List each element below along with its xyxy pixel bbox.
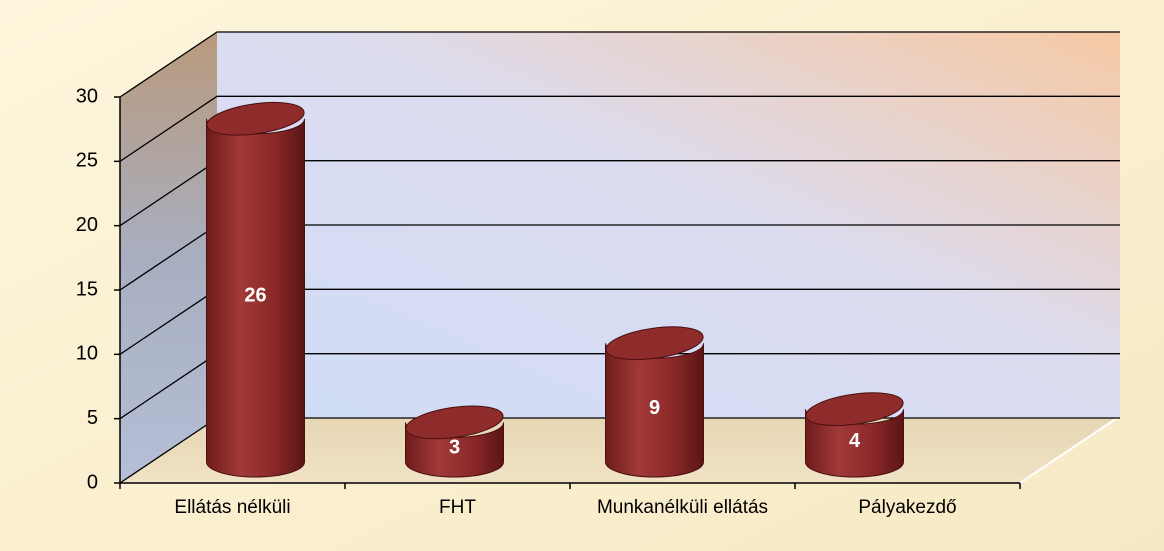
y-tick-label: 0 [87,471,98,493]
x-tick-label: FHT [439,497,476,518]
y-tick-label: 5 [87,407,98,429]
cylinder-top [405,405,504,440]
grid-line [119,31,1120,98]
x-tick-label: Munkanélküli ellátás [596,497,769,518]
y-tick-label: 20 [76,214,98,236]
y-tick-label: 25 [76,150,98,172]
y-tick-label: 30 [76,85,98,107]
cylinder-top [605,326,704,361]
data-label: 9 [649,397,660,419]
y-tick-label: 15 [76,278,98,300]
y-tick-label: 10 [76,343,98,365]
x-tick-label: Pályakezdő [858,497,957,518]
cylinder-top [206,101,305,136]
cylinder-top [805,392,904,427]
data-label: 26 [244,285,266,307]
x-tick-label: Ellátás nélküli [174,497,291,518]
data-label: 3 [449,436,460,458]
grid-line [119,95,1120,162]
x-label-box: Munkanélküli ellátás [596,497,769,518]
x-label-box: Ellátás nélküli [174,497,291,518]
x-label-box: FHT [439,497,476,518]
data-label: 4 [849,430,861,452]
x-label-box: Pályakezdő [858,497,957,518]
floor-edge [1019,417,1118,484]
